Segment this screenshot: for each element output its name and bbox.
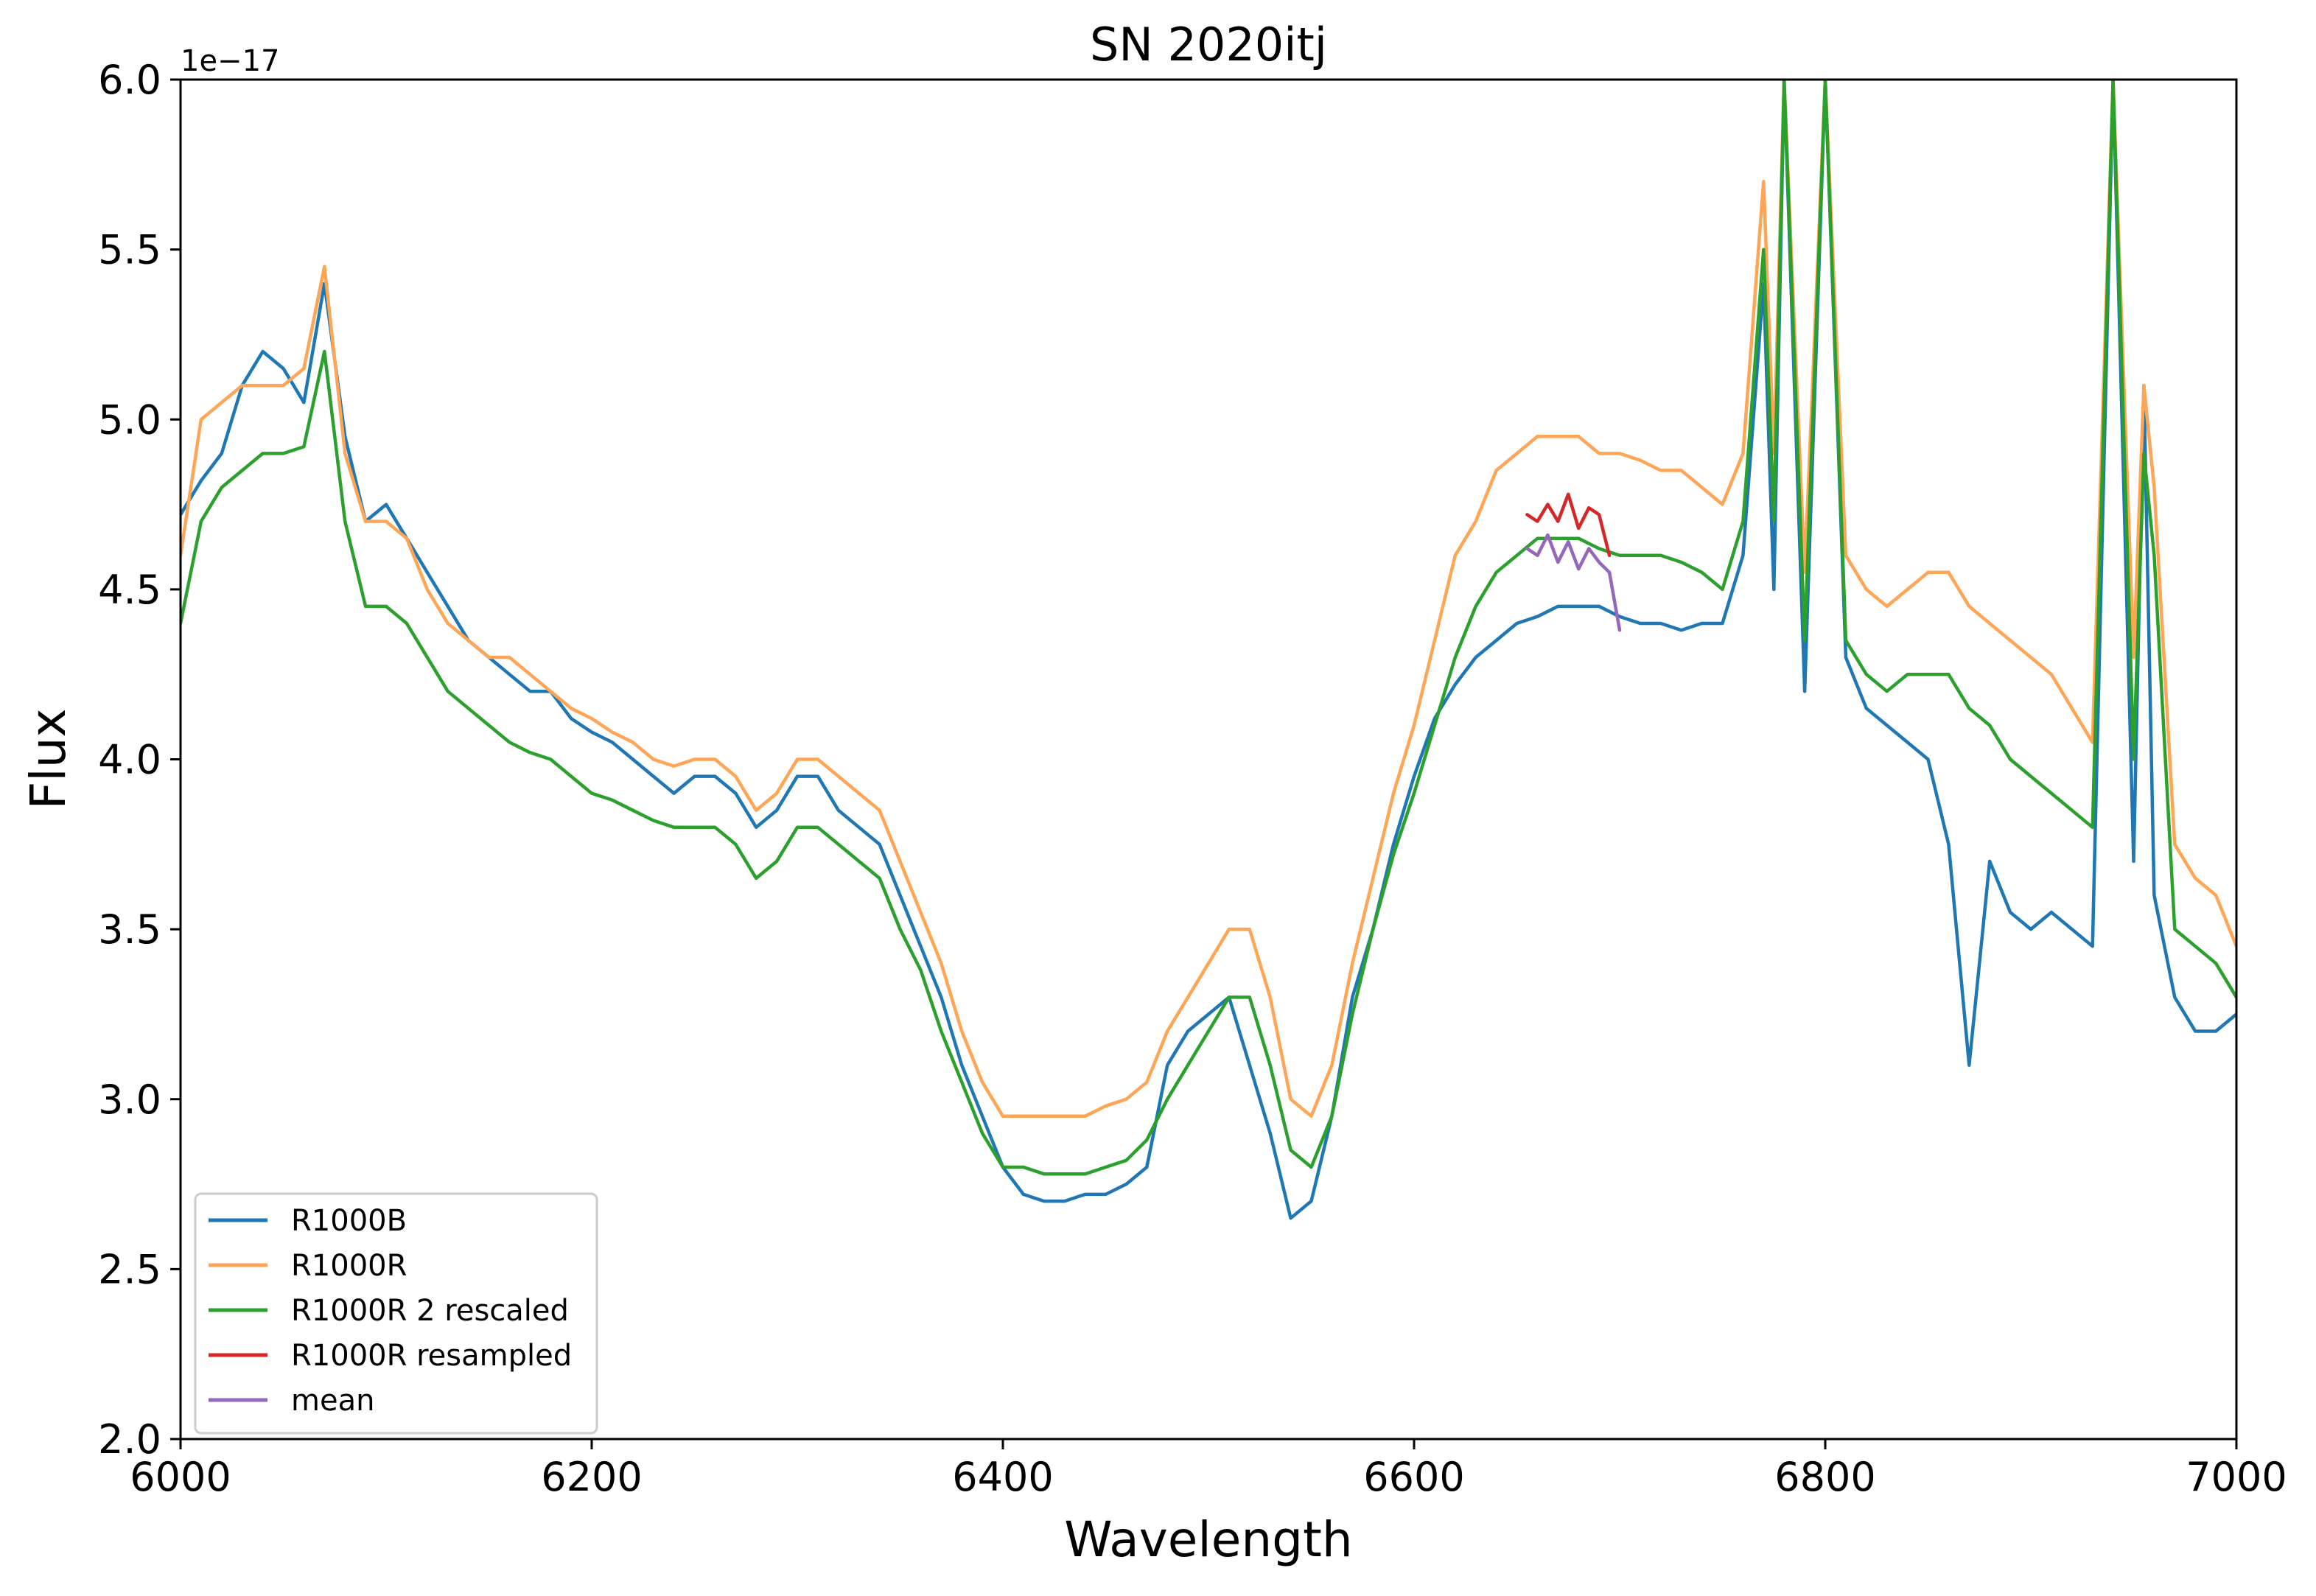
legend-box	[194, 1192, 598, 1435]
x-tick-label: 6400	[952, 1454, 1053, 1500]
y-tick-label: 3.5	[98, 906, 161, 953]
y-offset-label: 1e−17	[181, 44, 279, 78]
legend-label: mean	[291, 1384, 374, 1418]
y-tick-label: 5.0	[98, 396, 161, 443]
x-tick-label: 6200	[541, 1454, 642, 1500]
x-axis-label: Wavelength	[1064, 1511, 1353, 1568]
ticks-layer: 6000 6200 6400 6600 6800 7000 2.0 2.5 3.0 3.5 4.0 4…	[98, 57, 2287, 1500]
x-tick-label: 7000	[2186, 1454, 2287, 1500]
y-tick-label: 4.0	[98, 737, 161, 783]
legend: R1000B R1000R R1000R 2 rescaled R1000R resa…	[194, 1192, 598, 1435]
x-tick-label: 6000	[130, 1454, 231, 1500]
legend-label: R1000R 2 rescaled	[291, 1294, 569, 1328]
y-tick-label: 2.0	[98, 1416, 161, 1463]
chart-title: SN 2020itj	[1090, 18, 1327, 71]
legend-label: R1000R	[291, 1249, 407, 1283]
legend-label: R1000R resampled	[291, 1339, 572, 1373]
y-tick-label: 5.5	[98, 227, 161, 273]
series-line-r1000r-resampled	[1525, 492, 1612, 558]
series-line-mean	[1525, 533, 1622, 632]
y-axis-label: Flux	[20, 708, 77, 809]
series-line-r1000r	[181, 80, 2236, 1119]
series-layer	[181, 80, 2236, 1220]
x-tick-label: 6600	[1363, 1454, 1464, 1500]
plot-frame	[179, 78, 2238, 1441]
y-tick-label: 6.0	[98, 57, 161, 103]
x-tick-label: 6800	[1774, 1454, 1875, 1500]
y-tick-label: 2.5	[98, 1246, 161, 1292]
y-tick-label: 4.5	[98, 567, 161, 613]
legend-label: R1000B	[291, 1204, 407, 1238]
y-tick-label: 3.0	[98, 1077, 161, 1123]
series-line-r1000r-2-rescaled	[181, 80, 2236, 1176]
